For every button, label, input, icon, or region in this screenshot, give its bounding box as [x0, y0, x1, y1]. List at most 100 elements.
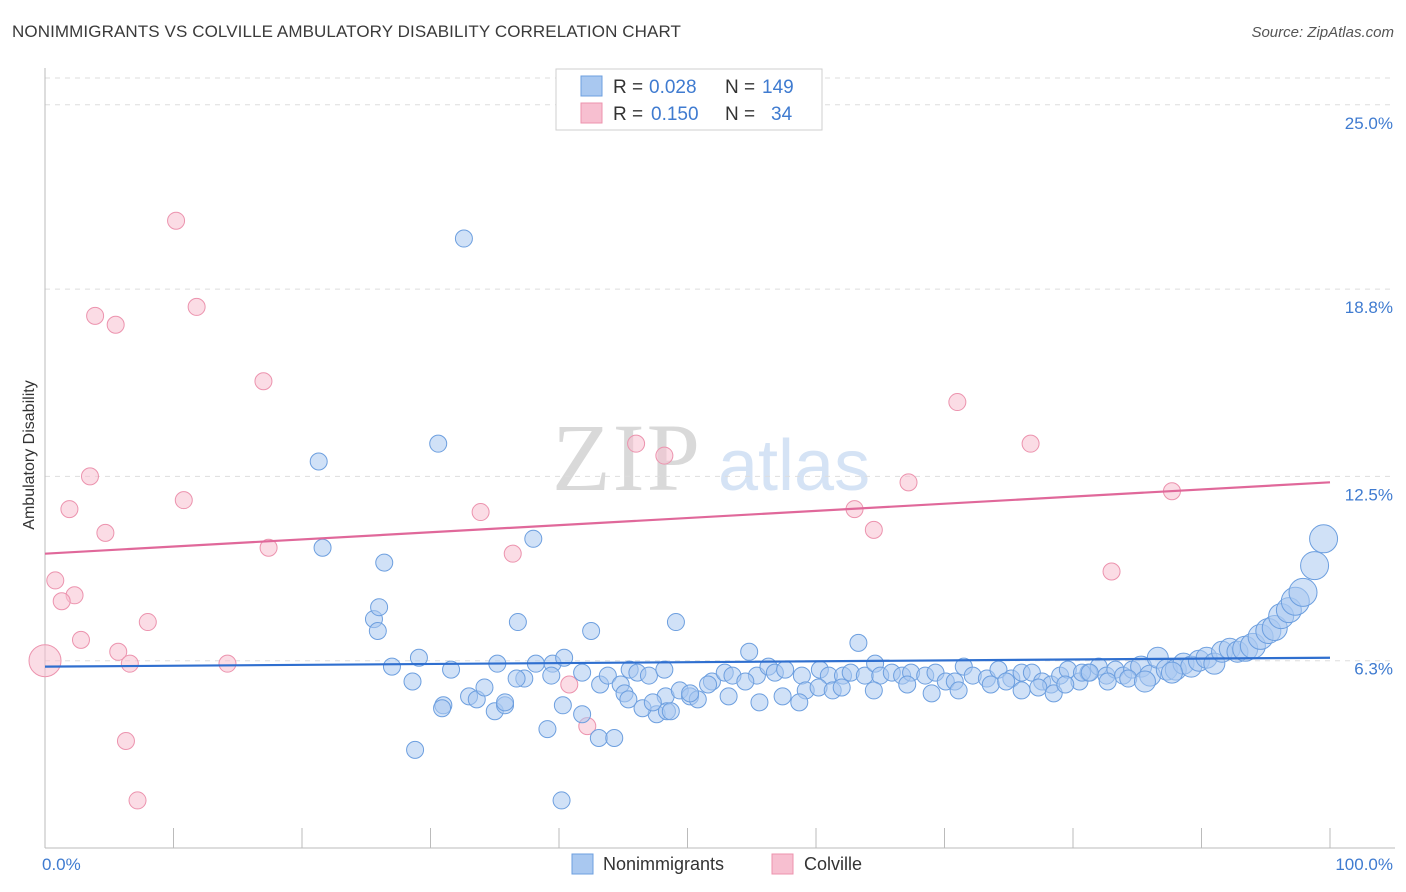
- colville-point-9: [80, 467, 99, 486]
- nonimmigrants-point-14: [409, 648, 428, 667]
- nonimmigrants-point-131: [898, 675, 917, 694]
- colville-point-5: [948, 393, 967, 412]
- nonimmigrants-point-133: [949, 681, 968, 700]
- nonimmigrants-point-139: [1056, 675, 1075, 694]
- x-tick-label-0: 0.0%: [42, 855, 81, 874]
- nonimmigrants-point-20: [403, 672, 422, 691]
- nonimmigrants-point-144: [1133, 670, 1156, 693]
- bottom-swatch-colville: [771, 853, 794, 875]
- nonimmigrants-point-147: [552, 791, 571, 810]
- y-tick-label-1: 12.5%: [1345, 485, 1393, 504]
- trend-lines: [44, 481, 1331, 668]
- y-tick-label-3: 25.0%: [1345, 114, 1393, 133]
- legend-r-value-1: 0.028: [649, 77, 697, 98]
- y-tick-label-0: 6.3%: [1354, 660, 1393, 679]
- series-legend: Nonimmigrants Colville: [571, 853, 862, 875]
- y-tick-label-2: 18.8%: [1345, 298, 1393, 317]
- colville-point-27: [218, 654, 237, 673]
- nonimmigrants-point-134: [981, 675, 1000, 694]
- nonimmigrants-point-148: [538, 720, 557, 739]
- nonimmigrants-point-0: [454, 229, 473, 248]
- bottom-swatch-nonimmigrants: [571, 853, 594, 875]
- colville-point-18: [503, 544, 522, 563]
- colville-point-4: [254, 372, 273, 391]
- nonimmigrants-point-112: [507, 669, 526, 688]
- nonimmigrants-trend-line: [44, 656, 1331, 668]
- colville-point-26: [120, 654, 139, 673]
- colville-point-32: [128, 791, 147, 810]
- y-axis-label: Ambulatory Disability: [21, 380, 38, 529]
- nonimmigrants-point-38: [619, 690, 638, 709]
- nonimmigrants-point-129: [832, 678, 851, 697]
- nonimmigrants-point-110: [1309, 524, 1339, 554]
- chart-title: NONIMMIGRANTS VS COLVILLE AMBULATORY DIS…: [12, 22, 682, 41]
- grid-lines: [45, 77, 1395, 662]
- nonimmigrants-point-146: [406, 740, 425, 759]
- legend-n-value-2: 34: [771, 104, 793, 125]
- bottom-legend-colville: Colville: [804, 854, 862, 874]
- nonimmigrants-point-121: [699, 675, 718, 694]
- colville-point-10: [174, 491, 193, 510]
- nonimmigrants-point-7: [368, 621, 387, 640]
- colville-point-3: [106, 315, 125, 334]
- colville-point-14: [899, 473, 918, 492]
- nonimmigrants-point-4: [375, 553, 394, 572]
- colville-point-28: [28, 644, 62, 678]
- legend-swatch-colville: [580, 102, 603, 124]
- nonimmigrants-point-122: [719, 687, 738, 706]
- nonimmigrants-point-115: [589, 729, 608, 747]
- colville-point-6: [627, 434, 646, 453]
- colville-point-17: [259, 538, 278, 557]
- nonimmigrants-point-8: [370, 598, 389, 617]
- colville-point-12: [471, 503, 490, 522]
- nonimmigrants-point-137: [1029, 678, 1048, 697]
- colville-points: [28, 211, 1181, 810]
- colville-point-22: [52, 592, 71, 611]
- nonimmigrants-point-53: [792, 666, 811, 685]
- nonimmigrants-point-108: [1288, 577, 1318, 607]
- nonimmigrants-point-145: [1160, 661, 1183, 684]
- colville-point-25: [109, 642, 128, 661]
- colville-point-20: [46, 571, 65, 590]
- nonimmigrants-point-10: [582, 621, 601, 640]
- legend-r-label-1: R =: [613, 77, 643, 98]
- nonimmigrants-point-48: [740, 642, 759, 661]
- nonimmigrants-point-13: [382, 657, 401, 676]
- x-tick-label-1: 100.0%: [1335, 855, 1393, 874]
- nonimmigrants-point-109: [1300, 551, 1330, 581]
- nonimmigrants-point-116: [605, 729, 624, 747]
- nonimmigrants-point-125: [773, 687, 792, 706]
- nonimmigrants-point-118: [643, 693, 662, 712]
- watermark-zip: ZIP: [552, 404, 702, 511]
- legend-n-label-1: N =: [725, 77, 755, 98]
- nonimmigrants-point-5: [524, 529, 543, 548]
- legend-n-value-1: 149: [762, 77, 794, 98]
- nonimmigrants-point-126: [790, 693, 809, 712]
- nonimmigrants-point-141: [1080, 663, 1099, 682]
- colville-point-29: [560, 675, 579, 694]
- nonimmigrants-point-52: [776, 660, 795, 679]
- nonimmigrants-point-114: [573, 705, 592, 724]
- nonimmigrants-point-28: [542, 666, 561, 685]
- source-credit: Source: ZipAtlas.com: [1251, 24, 1394, 41]
- nonimmigrants-point-130: [864, 681, 883, 700]
- nonimmigrants-point-123: [736, 672, 755, 691]
- nonimmigrants-point-12: [849, 633, 868, 652]
- colville-point-1: [187, 297, 206, 316]
- nonimmigrants-point-119: [661, 702, 680, 721]
- nonimmigrants-point-136: [1012, 681, 1031, 700]
- colville-point-0: [167, 211, 186, 230]
- nonimmigrants-point-120: [681, 684, 700, 703]
- tick-labels: 6.3% 12.5% 18.8% 25.0% 0.0% 100.0%: [42, 114, 1393, 874]
- colville-point-11: [60, 500, 79, 519]
- nonimmigrants-point-15: [442, 660, 461, 679]
- nonimmigrants-point-135: [997, 672, 1016, 691]
- legend-swatch-nonimmigrants: [580, 75, 603, 97]
- nonimmigrants-point-124: [750, 693, 769, 712]
- nonimmigrants-point-1: [429, 434, 448, 453]
- bottom-legend-nonimmigrants: Nonimmigrants: [603, 854, 724, 874]
- nonimmigrants-point-111: [475, 678, 494, 697]
- colville-point-16: [96, 523, 115, 542]
- colville-point-2: [86, 306, 105, 325]
- watermark: ZIP atlas: [552, 404, 870, 511]
